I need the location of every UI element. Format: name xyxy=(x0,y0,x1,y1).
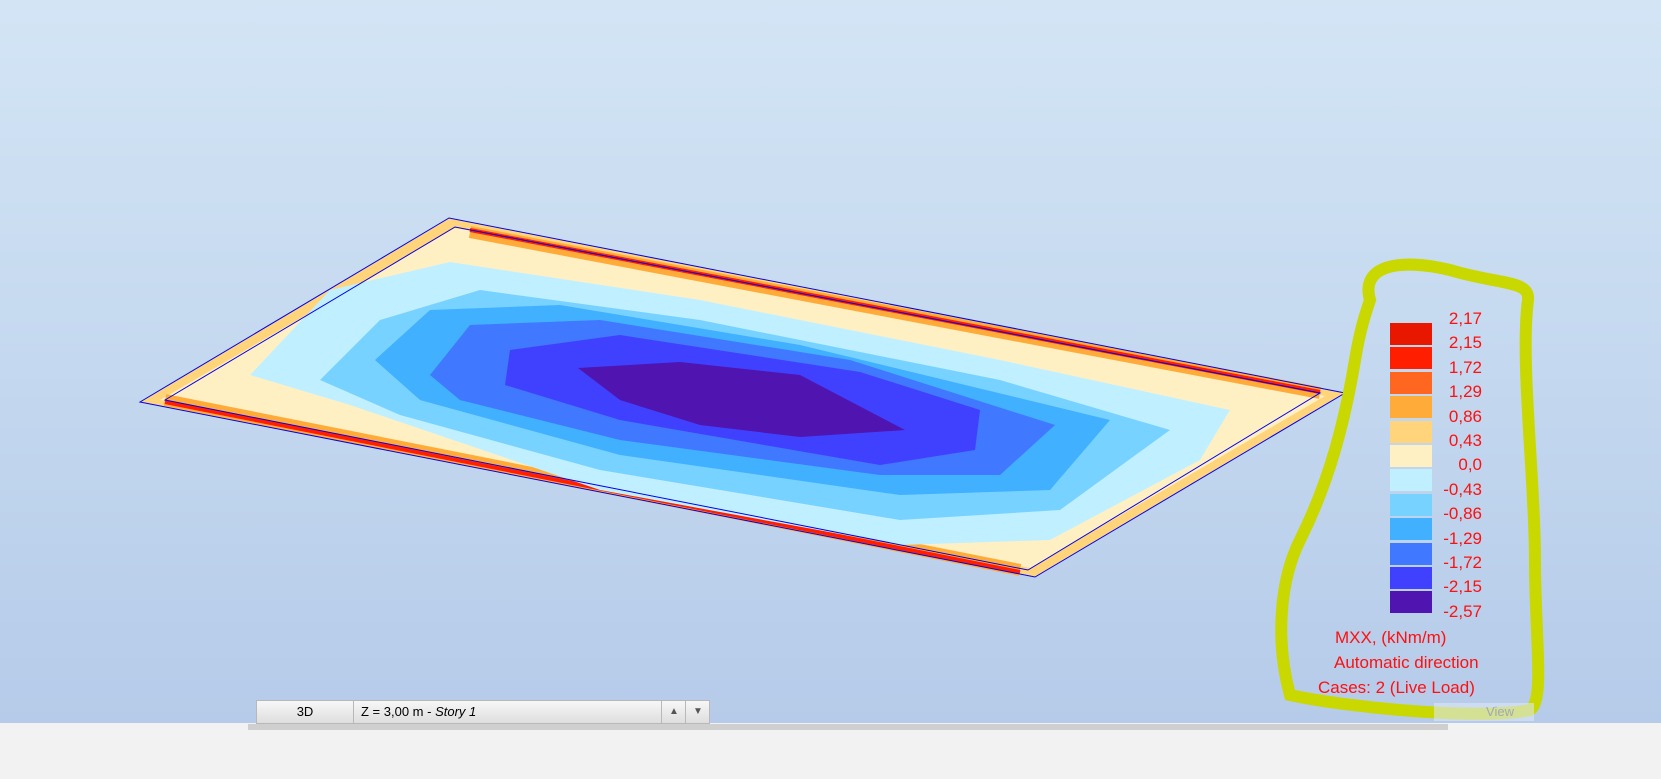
legend-swatch xyxy=(1390,542,1432,565)
legend-swatch xyxy=(1390,347,1432,370)
level-elevation: Z = 3,00 m - xyxy=(361,704,436,719)
status-strip xyxy=(0,723,1661,779)
legend-value: 0,43 xyxy=(1448,431,1482,450)
legend-swatch xyxy=(1390,323,1432,345)
level-selector[interactable]: Z = 3,00 m - Story 1 xyxy=(361,701,476,723)
legend-value: -0,43 xyxy=(1443,479,1482,499)
tab-3d[interactable]: 3D xyxy=(257,701,354,723)
level-up-button[interactable]: ▲ xyxy=(661,701,686,723)
triangle-down-icon: ▼ xyxy=(693,706,703,717)
view-level-bar: 3D Z = 3,00 m - Story 1 ▲ ▼ xyxy=(256,700,710,724)
legend-value: -1,72 xyxy=(1443,553,1482,572)
legend-swatch xyxy=(1390,371,1432,394)
view-label: View xyxy=(1434,703,1534,721)
legend-swatch xyxy=(1390,493,1432,516)
level-story: Story 1 xyxy=(435,704,477,719)
triangle-up-icon: ▲ xyxy=(669,706,679,717)
legend-value: 0,0 xyxy=(1458,455,1482,475)
legend-swatch xyxy=(1390,469,1432,492)
legend-direction: Automatic direction xyxy=(1334,653,1479,672)
legend-cases: Cases: 2 (Live Load) xyxy=(1318,678,1475,697)
legend-quantity: MXX, (kNm/m) xyxy=(1335,628,1447,647)
legend-value: -2,15 xyxy=(1443,577,1482,597)
slab-outline-inner xyxy=(163,226,1322,571)
legend-value: -0,86 xyxy=(1443,504,1482,524)
legend-value: 0,86 xyxy=(1448,406,1482,426)
legend-swatch xyxy=(1390,445,1432,467)
legend-value: -2,57 xyxy=(1443,601,1482,621)
legend-value: -1,29 xyxy=(1443,528,1482,548)
legend-value: 1,29 xyxy=(1448,382,1482,402)
legend-swatch xyxy=(1390,518,1432,541)
legend-value: 2,15 xyxy=(1448,333,1482,353)
legend-swatch xyxy=(1390,420,1432,443)
legend-swatch xyxy=(1390,567,1432,589)
legend-swatch xyxy=(1390,396,1432,419)
horizontal-scrollbar[interactable] xyxy=(248,724,1448,730)
legend-swatch xyxy=(1390,591,1432,614)
legend-value: 1,72 xyxy=(1448,357,1482,377)
level-down-button[interactable]: ▼ xyxy=(685,701,710,723)
contour-band-neg257 xyxy=(578,362,905,437)
legend-value: 2,17 xyxy=(1448,309,1482,328)
